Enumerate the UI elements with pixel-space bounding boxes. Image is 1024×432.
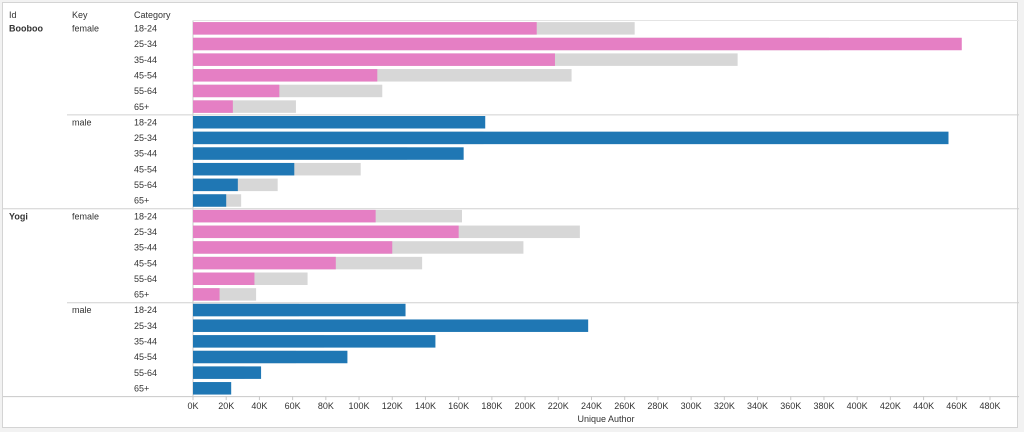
category-label: 45-54 — [134, 258, 157, 268]
category-label: 55-64 — [134, 274, 157, 284]
x-tick-label: 400K — [847, 401, 868, 411]
category-label: 18-24 — [134, 305, 157, 315]
x-tick-label: 440K — [913, 401, 934, 411]
x-tick-label: 200K — [515, 401, 536, 411]
bar-booboo-female-45-54 — [193, 69, 378, 82]
category-label: 65+ — [134, 383, 149, 393]
category-label: 25-34 — [134, 39, 157, 49]
bar-yogi-male-55-64 — [193, 366, 262, 379]
category-label: 45-54 — [134, 70, 157, 80]
group-label-yogi: Yogi — [9, 211, 28, 221]
x-tick-label: 160K — [448, 401, 469, 411]
x-tick-label: 280K — [647, 401, 668, 411]
bars — [193, 22, 962, 395]
header-category: Category — [134, 10, 171, 20]
x-tick-label: 300K — [681, 401, 702, 411]
chart-frame: Id Key Category Booboo female 18-24 25-34 35… — [2, 2, 1019, 428]
bar-chart: Id Key Category Booboo female 18-24 25-34 35… — [3, 10, 1019, 424]
key-label-male: male — [72, 117, 92, 127]
x-tick-label: 100K — [349, 401, 370, 411]
key-label-female: female — [72, 24, 99, 34]
bar-booboo-male-35-44 — [193, 147, 464, 160]
category-label: 25-34 — [134, 321, 157, 331]
category-label: 55-64 — [134, 86, 157, 96]
x-tick-label: 360K — [780, 401, 801, 411]
row-labels: Booboo female 18-24 25-34 35-44 45-54 55-64 65+… — [9, 24, 157, 394]
bar-yogi-female-45-54 — [193, 256, 336, 270]
x-tick-label: 60K — [285, 401, 301, 411]
x-tick-label: 260K — [614, 401, 635, 411]
category-label: 35-44 — [134, 55, 157, 65]
bar-booboo-female-55-64 — [193, 84, 280, 98]
x-tick-label: 340K — [747, 401, 768, 411]
header-key: Key — [72, 10, 88, 20]
plot-area — [3, 20, 1019, 398]
bar-yogi-male-25-34 — [193, 319, 589, 332]
x-tick-label: 180K — [481, 401, 502, 411]
x-tick-label: 220K — [548, 401, 569, 411]
bar-yogi-female-65+ — [193, 288, 220, 301]
x-tick-label: 140K — [415, 401, 436, 411]
category-label: 65+ — [134, 196, 149, 206]
bar-yogi-female-25-34 — [193, 225, 459, 239]
bar-booboo-male-55-64 — [193, 178, 238, 192]
category-label: 18-24 — [134, 211, 157, 221]
x-tick-label: 120K — [382, 401, 403, 411]
bar-yogi-male-65+ — [193, 382, 232, 395]
x-tick-label: 480K — [979, 401, 1000, 411]
category-label: 45-54 — [134, 164, 157, 174]
category-label: 25-34 — [134, 133, 157, 143]
bar-yogi-male-18-24 — [193, 303, 406, 317]
x-tick-label: 380K — [813, 401, 834, 411]
bar-booboo-female-65+ — [193, 100, 233, 113]
x-tick-label: 240K — [581, 401, 602, 411]
bar-booboo-female-25-34 — [193, 37, 962, 51]
bar-yogi-female-18-24 — [193, 209, 376, 223]
bar-yogi-female-55-64 — [193, 272, 255, 285]
category-label: 65+ — [134, 290, 149, 300]
header-id: Id — [9, 10, 17, 20]
bar-booboo-male-18-24 — [193, 116, 486, 129]
x-axis: 0K 20K 40K 60K 80K 100K 120K 140K 160K 180K 200K 22… — [187, 396, 1001, 411]
category-label: 35-44 — [134, 149, 157, 159]
bar-yogi-female-35-44 — [193, 241, 393, 254]
bar-booboo-male-25-34 — [193, 131, 949, 145]
key-label-male: male — [72, 305, 92, 315]
category-label: 55-64 — [134, 368, 157, 378]
category-label: 25-34 — [134, 227, 157, 237]
key-label-female: female — [72, 211, 99, 221]
category-label: 18-24 — [134, 24, 157, 34]
x-tick-label: 0K — [187, 401, 198, 411]
category-label: 45-54 — [134, 352, 157, 362]
x-tick-label: 420K — [880, 401, 901, 411]
bar-booboo-male-45-54 — [193, 162, 295, 176]
x-tick-label: 20K — [218, 401, 234, 411]
bar-yogi-male-45-54 — [193, 350, 348, 364]
category-label: 55-64 — [134, 180, 157, 190]
category-label: 18-24 — [134, 117, 157, 127]
bar-booboo-female-35-44 — [193, 53, 555, 66]
category-label: 35-44 — [134, 243, 157, 253]
bar-booboo-male-65+ — [193, 194, 227, 207]
x-tick-label: 320K — [714, 401, 735, 411]
bar-booboo-female-18-24 — [193, 22, 537, 35]
category-label: 65+ — [134, 102, 149, 112]
x-tick-label: 460K — [946, 401, 967, 411]
x-axis-title: Unique Author — [577, 414, 634, 424]
bar-yogi-male-35-44 — [193, 335, 436, 348]
group-label-booboo: Booboo — [9, 24, 43, 34]
x-tick-label: 80K — [318, 401, 334, 411]
x-tick-label: 40K — [251, 401, 267, 411]
category-label: 35-44 — [134, 337, 157, 347]
